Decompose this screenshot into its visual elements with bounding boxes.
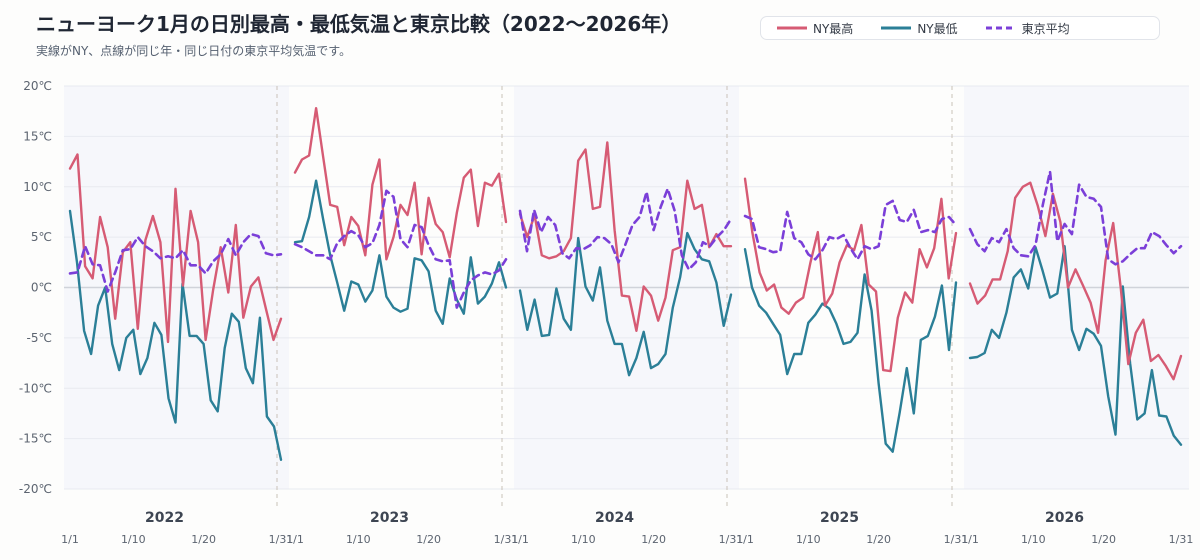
x-tick-label: 1/10 [796, 533, 821, 546]
y-tick-label: 0℃ [31, 281, 52, 295]
y-tick-label: 10℃ [23, 180, 52, 194]
series-line-ny-high [968, 181, 1183, 381]
legend-swatch-ny-low [881, 26, 912, 30]
y-tick-label: 5℃ [31, 230, 52, 244]
x-tick-label: 1/10 [121, 533, 146, 546]
y-tick-label: -20℃ [19, 482, 52, 496]
legend-swatch-ny-high [777, 26, 807, 30]
x-tick-label: 1/31 [1169, 533, 1194, 546]
series-line-ny-low [293, 179, 508, 325]
x-tick-label: 1/10 [346, 533, 371, 546]
year-label: 2022 [145, 510, 184, 526]
x-tick-label: 1/20 [866, 533, 891, 546]
x-tick-label: 1/1 [961, 533, 979, 546]
series-line-tokyo-avg [518, 187, 733, 271]
x-tick-label: 1/10 [1021, 533, 1046, 546]
y-tick-label: -5℃ [27, 331, 52, 345]
x-tick-label: 1/31 [269, 533, 294, 546]
y-tick-label: 15℃ [23, 129, 52, 143]
year-label: 2025 [820, 510, 859, 526]
series-line-ny-low [743, 247, 958, 453]
legend-label-ny-high: NY最高 [813, 21, 854, 36]
x-tick-label: 1/20 [1091, 533, 1116, 546]
y-tick-label: -15℃ [19, 432, 52, 446]
year-label: 2026 [1045, 510, 1084, 526]
series-line-ny-low [518, 231, 733, 377]
legend-label-ny-low: NY最低 [917, 21, 958, 36]
series-line-ny-low [968, 244, 1183, 446]
x-tick-label: 1/31 [494, 533, 519, 546]
series-line-tokyo-avg [968, 170, 1183, 266]
series-line-ny-high [68, 153, 283, 344]
legend-item-ny-low: NY最低 [881, 20, 958, 37]
x-tick-label: 1/1 [736, 533, 754, 546]
legend-label-tokyo-avg: 東京平均 [1021, 21, 1070, 36]
x-tick-label: 1/1 [286, 533, 304, 546]
legend-swatch-tokyo-avg [985, 26, 1016, 30]
series-line-tokyo-avg [743, 199, 958, 261]
y-tick-label: -10℃ [19, 381, 52, 395]
x-tick-label: 1/31 [719, 533, 744, 546]
series-line-ny-high [293, 106, 508, 261]
year-label: 2023 [370, 510, 409, 526]
x-tick-label: 1/20 [191, 533, 216, 546]
x-tick-label: 1/20 [416, 533, 441, 546]
y-tick-label: 20℃ [23, 79, 52, 93]
x-tick-label: 1/1 [61, 533, 79, 546]
x-tick-label: 1/31 [944, 533, 969, 546]
year-label: 2024 [595, 510, 634, 526]
series-line-tokyo-avg [68, 232, 283, 293]
chart-title: ニューヨーク1月の日別最高・最低気温と東京比較（2022〜2026年） [36, 12, 682, 36]
series-line-ny-high [743, 177, 958, 373]
chart-subtitle: 実線がNY、点線が同じ年・同じ日付の東京平均気温です。 [36, 44, 352, 58]
series-line-ny-high [518, 141, 733, 332]
x-tick-label: 1/1 [511, 533, 529, 546]
legend-item-tokyo-avg: 東京平均 [985, 20, 1070, 37]
legend-item-ny-high: NY最高 [777, 20, 853, 37]
x-tick-label: 1/20 [641, 533, 666, 546]
legend: NY最高 NY最低 東京平均 [760, 16, 1160, 40]
x-tick-label: 1/10 [571, 533, 596, 546]
series-line-tokyo-avg [293, 189, 508, 309]
